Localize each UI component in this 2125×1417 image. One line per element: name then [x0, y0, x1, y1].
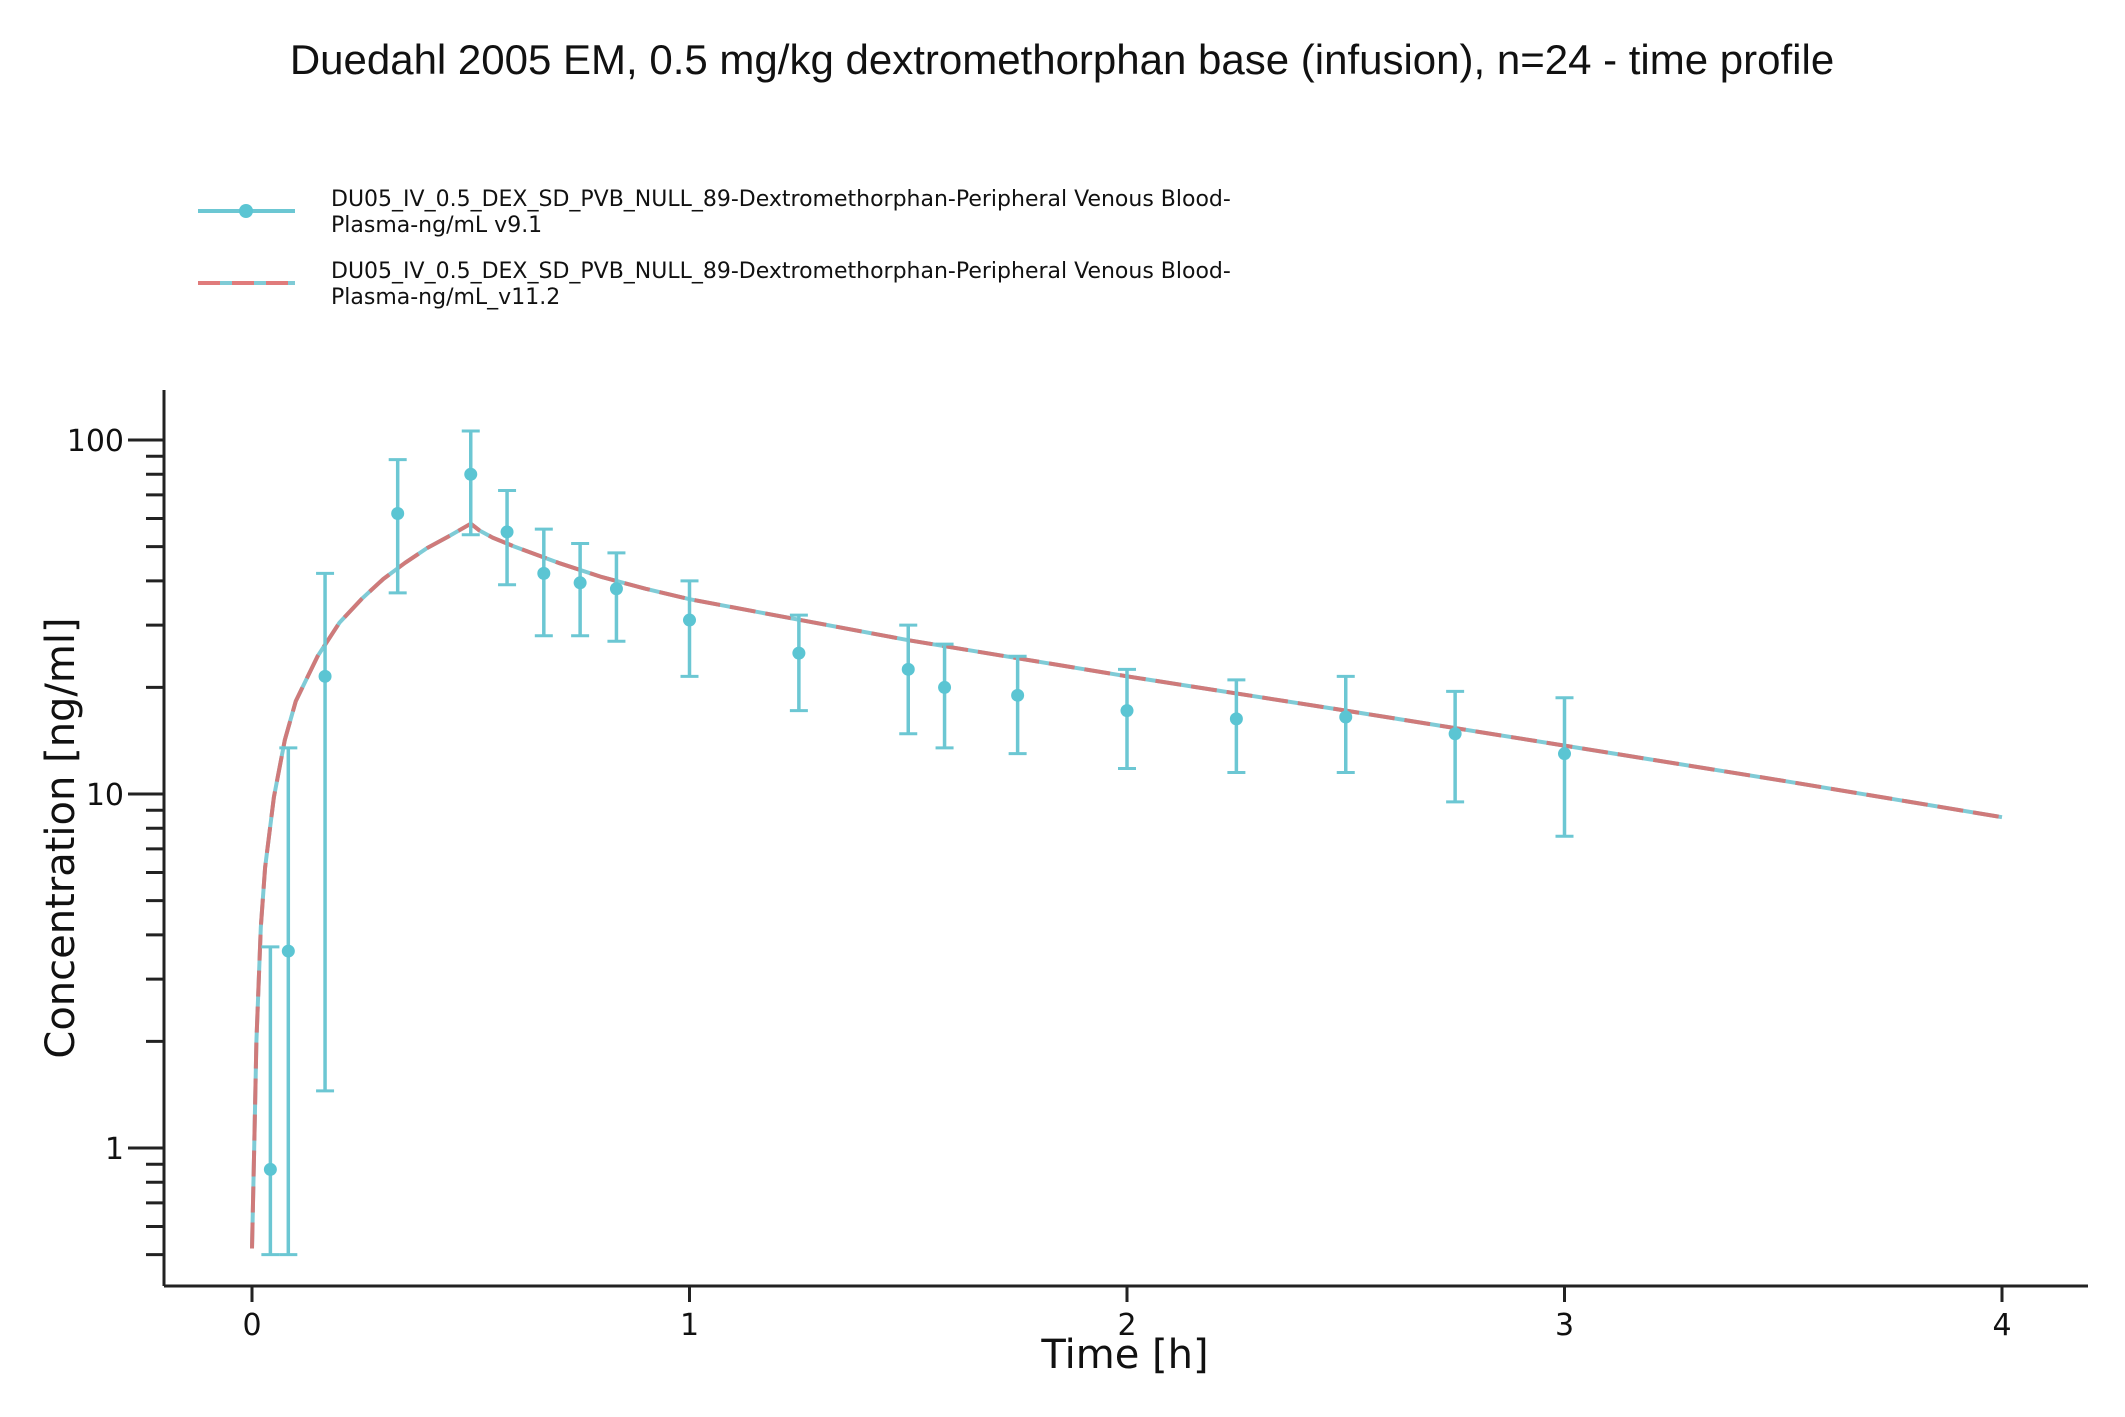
series-line-v11-2 — [250, 521, 2003, 1249]
y-tick-label: 1 — [105, 1132, 124, 1167]
data-point — [683, 613, 696, 627]
data-point — [1339, 710, 1353, 724]
x-tick-label: 1 — [680, 1308, 699, 1343]
data-point — [1120, 704, 1134, 718]
plot-area — [250, 429, 2003, 1257]
legend-item-observed: DU05_IV_0.5_DEX_SD_PVB_NULL_89-Dextromet… — [198, 187, 1231, 238]
x-tick-label: 2 — [1117, 1308, 1136, 1343]
data-point — [1558, 747, 1571, 761]
y-axis-title: Concentration [ng/ml] — [38, 617, 84, 1058]
data-point — [318, 669, 332, 683]
data-point — [263, 1162, 277, 1176]
data-point — [1448, 727, 1462, 741]
legend-marker-observed — [239, 204, 253, 218]
data-point — [391, 506, 405, 520]
legend-label-observed-line1: DU05_IV_0.5_DEX_SD_PVB_NULL_89-Dextromet… — [331, 187, 1231, 212]
x-tick-label: 0 — [242, 1308, 261, 1343]
data-point — [281, 944, 295, 958]
data-point — [1011, 688, 1025, 702]
data-point — [938, 680, 952, 694]
y-tick-label: 100 — [67, 424, 124, 459]
data-point — [792, 646, 806, 660]
legend-label-observed-line2: Plasma-ng/mL v9.1 — [331, 213, 542, 238]
legend-label-simulated-line2: Plasma-ng/mL_v11.2 — [331, 285, 560, 310]
data-point — [537, 566, 551, 580]
x-axis-title: Time [h] — [1040, 1332, 1208, 1378]
legend-item-simulated: DU05_IV_0.5_DEX_SD_PVB_NULL_89-Dextromet… — [198, 259, 1231, 310]
data-point — [609, 582, 623, 596]
chart-title: Duedahl 2005 EM, 0.5 mg/kg dextromethorp… — [290, 36, 1834, 83]
data-point — [464, 467, 478, 481]
data-point — [901, 662, 915, 676]
data-point — [500, 525, 514, 539]
y-tick-label: 10 — [86, 778, 124, 813]
x-tick-label: 3 — [1555, 1308, 1574, 1343]
data-point — [573, 576, 587, 590]
legend: DU05_IV_0.5_DEX_SD_PVB_NULL_89-Dextromet… — [198, 187, 1231, 310]
y-axis: 1 10 100 — [67, 390, 166, 1286]
series-line-v9-1 — [250, 521, 2003, 1249]
legend-label-simulated-line1: DU05_IV_0.5_DEX_SD_PVB_NULL_89-Dextromet… — [331, 259, 1231, 284]
x-axis: 0 1 2 3 4 — [164, 1284, 2088, 1343]
data-point — [1229, 712, 1243, 726]
x-tick-label: 4 — [1992, 1308, 2011, 1343]
